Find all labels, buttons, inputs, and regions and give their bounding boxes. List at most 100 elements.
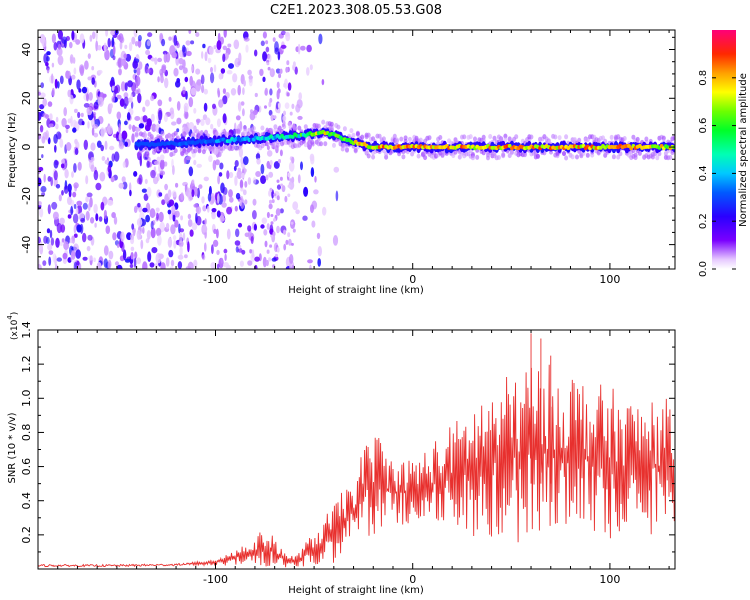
heatmap-cell (239, 179, 244, 189)
heatmap-cell (111, 212, 116, 219)
heatmap-cell (321, 119, 326, 125)
heatmap-cell (275, 208, 281, 216)
y-tick-label: 0.2 (20, 526, 33, 544)
heatmap-cell (329, 121, 334, 127)
heatmap-cell (392, 133, 397, 139)
heatmap-cell (273, 115, 277, 119)
heatmap-cell (52, 253, 57, 263)
heatmap-cell (204, 129, 208, 135)
heatmap-cell (218, 73, 223, 80)
heatmap-cell (451, 153, 456, 159)
heatmap-cell (149, 262, 155, 268)
heatmap-cell (203, 176, 209, 182)
heatmap-cell (150, 57, 156, 62)
heatmap-cell (73, 204, 77, 209)
heatmap-cell (161, 65, 167, 74)
heatmap-cell (243, 156, 249, 166)
figure-title: C2E1.2023.308.05.53.G08 (270, 3, 442, 18)
heatmap-cell (332, 142, 336, 148)
heatmap-cell (273, 124, 278, 130)
heatmap-cell (175, 182, 179, 188)
heatmap-cell (260, 224, 265, 229)
heatmap-cell (51, 33, 57, 44)
heatmap-cell (287, 82, 292, 91)
heatmap-cell (201, 254, 206, 261)
heatmap-cell (269, 244, 273, 248)
heatmap-cell (160, 130, 165, 136)
heatmap-cell (297, 43, 301, 55)
heatmap-cell (116, 111, 122, 120)
heatmap-cell (90, 217, 95, 224)
heatmap-cell (216, 210, 221, 218)
heatmap-cell (247, 260, 253, 266)
heatmap-cell (65, 124, 70, 129)
heatmap-cell (265, 174, 269, 181)
heatmap-cell (169, 107, 174, 115)
heatmap-cell (138, 123, 145, 129)
heatmap-cell (67, 118, 72, 124)
heatmap-cell (143, 193, 149, 201)
heatmap-cell (275, 253, 278, 258)
heatmap-cell (233, 165, 237, 172)
heatmap-cell (182, 46, 187, 57)
heatmap-cell (283, 229, 287, 235)
snr-line-layer (38, 333, 675, 568)
heatmap-cell (165, 148, 169, 154)
heatmap-cell (145, 238, 150, 244)
heatmap-cell (151, 123, 157, 132)
heatmap-cell (116, 131, 120, 138)
heatmap-cell (69, 237, 74, 244)
heatmap-cell (103, 258, 109, 269)
heatmap-cell (672, 135, 675, 141)
heatmap-cell (86, 93, 89, 102)
heatmap-cell (277, 102, 281, 109)
heatmap-cell (98, 69, 103, 74)
heatmap-cell (303, 124, 308, 130)
heatmap-cell (97, 96, 104, 107)
heatmap-cell (43, 235, 48, 244)
heatmap-cell (252, 177, 257, 185)
heatmap-cell (76, 200, 83, 206)
heatmap-cell (88, 255, 94, 261)
heatmap-cell (157, 99, 163, 107)
heatmap-cell (371, 154, 376, 160)
heatmap-cell (69, 94, 74, 105)
heatmap-cell (186, 50, 192, 57)
heatmap-cell (226, 170, 230, 180)
heatmap-cell (280, 141, 284, 147)
heatmap-cell (611, 154, 616, 160)
heatmap-cell (237, 84, 241, 96)
heatmap-cell (51, 87, 55, 97)
heatmap-cell (287, 172, 291, 178)
heatmap-cell (174, 219, 179, 228)
snr-multiplier-base: (x10 (10, 319, 20, 340)
colorbar-label: Normalized spectral amplitude (738, 73, 749, 227)
heatmap-cell (79, 65, 84, 77)
heatmap-cell (496, 155, 501, 160)
heatmap-cell (137, 202, 141, 208)
heatmap-cell (115, 84, 121, 94)
heatmap-cell (204, 218, 207, 225)
heatmap-cell (366, 132, 371, 138)
heatmap-cell (155, 207, 160, 213)
heatmap-cell (167, 133, 172, 139)
heatmap-cell (74, 148, 79, 155)
heatmap-cell (292, 201, 299, 211)
heatmap-cell (159, 159, 165, 170)
heatmap-cell (243, 125, 248, 131)
heatmap-cell (254, 256, 260, 262)
heatmap-cell (55, 184, 61, 189)
heatmap-cell (150, 95, 155, 102)
heatmap-cell (172, 214, 176, 222)
heatmap-cell (150, 169, 156, 179)
heatmap-cell (109, 103, 113, 109)
heatmap-cell (216, 40, 222, 51)
heatmap-cell (81, 121, 85, 126)
heatmap-cell (129, 189, 132, 197)
heatmap-cell (111, 85, 115, 92)
heatmap-cell (122, 249, 127, 261)
heatmap-cell (187, 219, 193, 228)
heatmap-cell (100, 144, 104, 152)
heatmap-cell (188, 97, 194, 108)
heatmap-cell (114, 151, 120, 162)
